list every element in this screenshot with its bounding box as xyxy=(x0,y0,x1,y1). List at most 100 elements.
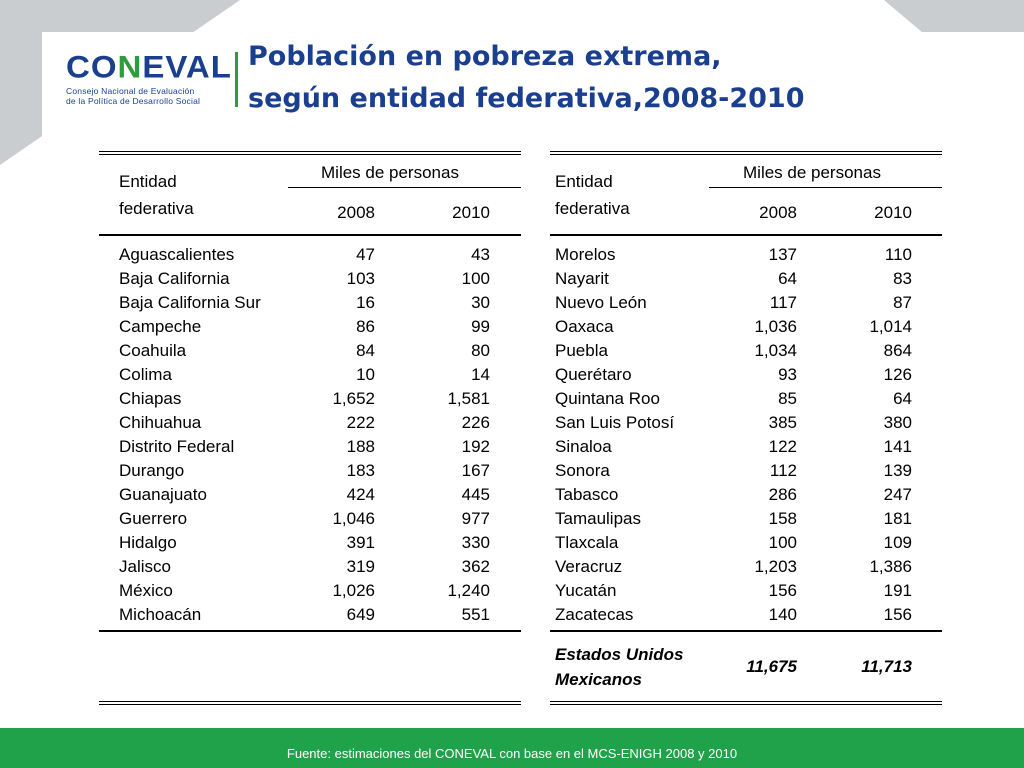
total-2010: 11,713 xyxy=(861,657,912,676)
cell-2010: 156 xyxy=(883,605,912,624)
cell-entity: Sonora xyxy=(555,461,610,480)
cell-entity: Nayarit xyxy=(555,269,609,288)
cell-2010: 445 xyxy=(461,485,490,504)
cell-2008: 183 xyxy=(346,461,375,480)
title-line2: según entidad federativa,2008-2010 xyxy=(248,83,805,114)
cell-2008: 222 xyxy=(346,413,375,432)
cell-entity: México xyxy=(119,581,173,600)
cell-2010: 181 xyxy=(883,509,912,528)
cell-2010: 83 xyxy=(893,269,912,288)
cell-2008: 385 xyxy=(768,413,797,432)
slide-card xyxy=(42,32,1024,728)
total-2008: 11,675 xyxy=(746,657,797,676)
logo-subtitle-line1: Consejo Nacional de Evaluación xyxy=(66,86,195,96)
cell-2010: 330 xyxy=(461,533,490,552)
cell-2010: 110 xyxy=(884,245,912,264)
cell-2008: 1,046 xyxy=(332,509,375,528)
cell-entity: Michoacán xyxy=(119,605,202,624)
logo-wordmark: CONEVAL xyxy=(66,51,231,82)
header-year-2010: 2010 xyxy=(874,203,912,222)
header-year-2008: 2008 xyxy=(337,203,375,222)
body-bottom-rule xyxy=(99,630,521,632)
corner-decoration-right xyxy=(884,0,1024,32)
cell-entity: Morelos xyxy=(555,245,616,264)
logo-subtitle-line2: de la Política de Desarrollo Social xyxy=(66,96,201,106)
cell-2010: 43 xyxy=(471,245,490,264)
cell-2010: 192 xyxy=(461,437,490,456)
cell-entity: Distrito Federal xyxy=(119,437,235,456)
cell-2008: 85 xyxy=(778,389,797,408)
header-group-rule xyxy=(709,187,942,188)
title-line1: Población en pobreza extrema, xyxy=(248,41,722,72)
cell-2008: 1,652 xyxy=(332,389,375,408)
footer-source: Fuente: estimaciones del CONEVAL con bas… xyxy=(286,746,738,761)
cell-2010: 99 xyxy=(471,317,490,336)
cell-2010: 362 xyxy=(461,557,490,576)
cell-2008: 47 xyxy=(356,245,375,264)
cell-2008: 64 xyxy=(778,269,797,288)
cell-entity: Durango xyxy=(119,461,185,480)
cell-2008: 1,034 xyxy=(754,341,797,360)
cell-entity: Tamaulipas xyxy=(555,509,641,528)
cell-entity: Guanajuato xyxy=(119,485,207,504)
cell-2010: 64 xyxy=(893,389,912,408)
table-right: Entidad federativa Miles de personas 200… xyxy=(550,151,942,705)
cell-2008: 93 xyxy=(778,365,797,384)
cell-entity: Tabasco xyxy=(555,485,619,504)
cell-entity: Yucatán xyxy=(555,581,617,600)
logo-subtitle: Consejo Nacional de Evaluación de la Pol… xyxy=(66,86,216,106)
cell-2010: 864 xyxy=(883,341,912,360)
cell-entity: Nuevo León xyxy=(555,293,647,312)
cell-entity: Tlaxcala xyxy=(555,533,619,552)
cell-2010: 191 xyxy=(883,581,912,600)
cell-entity: Aguascalientes xyxy=(119,245,235,264)
cell-2008: 84 xyxy=(356,341,375,360)
cell-2010: 139 xyxy=(883,461,912,480)
cell-2010: 14 xyxy=(471,365,490,384)
footer-bar: Fuente: estimaciones del CONEVAL con bas… xyxy=(0,728,1024,768)
cell-entity: Sinaloa xyxy=(555,437,612,456)
cell-2010: 141 xyxy=(883,437,912,456)
cell-2008: 122 xyxy=(768,437,797,456)
cell-entity: Zacatecas xyxy=(555,605,634,624)
table-left: Entidad federativa Miles de personas 200… xyxy=(99,151,521,705)
cell-2008: 16 xyxy=(356,293,375,312)
cell-2010: 1,386 xyxy=(869,557,912,576)
cell-2008: 10 xyxy=(356,365,375,384)
total-name-line2: Mexicanos xyxy=(555,670,642,689)
cell-2008: 424 xyxy=(346,485,375,504)
header-year-2010: 2010 xyxy=(452,203,490,222)
header-group: Miles de personas xyxy=(743,163,881,182)
header-bottom-rule xyxy=(99,234,521,236)
slide-title: Población en pobreza extrema, según enti… xyxy=(248,36,805,120)
cell-2008: 391 xyxy=(346,533,375,552)
cell-entity: Baja California xyxy=(119,269,230,288)
cell-2010: 30 xyxy=(471,293,490,312)
cell-entity: Guerrero xyxy=(119,509,188,528)
cell-entity: Campeche xyxy=(119,317,202,336)
cell-2010: 167 xyxy=(461,461,490,480)
cell-entity: San Luis Potosí xyxy=(555,413,675,432)
title-divider xyxy=(235,52,238,107)
cell-2008: 112 xyxy=(769,461,797,480)
header-bottom-rule xyxy=(550,234,942,236)
cell-entity: Chiapas xyxy=(119,389,182,408)
cell-2008: 137 xyxy=(768,245,797,264)
cell-2008: 156 xyxy=(768,581,797,600)
cell-entity: Jalisco xyxy=(119,557,171,576)
cell-2010: 1,240 xyxy=(447,581,490,600)
cell-2008: 103 xyxy=(346,269,375,288)
cell-2008: 1,203 xyxy=(754,557,797,576)
cell-2008: 1,026 xyxy=(332,581,375,600)
cell-entity: Puebla xyxy=(555,341,608,360)
body-bottom-rule xyxy=(550,630,942,632)
cell-2010: 226 xyxy=(461,413,490,432)
cell-2010: 380 xyxy=(883,413,912,432)
cell-2008: 1,036 xyxy=(754,317,797,336)
cell-2008: 140 xyxy=(768,605,797,624)
cell-2010: 1,581 xyxy=(447,389,490,408)
cell-2010: 87 xyxy=(893,293,912,312)
cell-entity: Veracruz xyxy=(555,557,623,576)
header-group-rule xyxy=(288,187,521,188)
header-year-2008: 2008 xyxy=(759,203,797,222)
